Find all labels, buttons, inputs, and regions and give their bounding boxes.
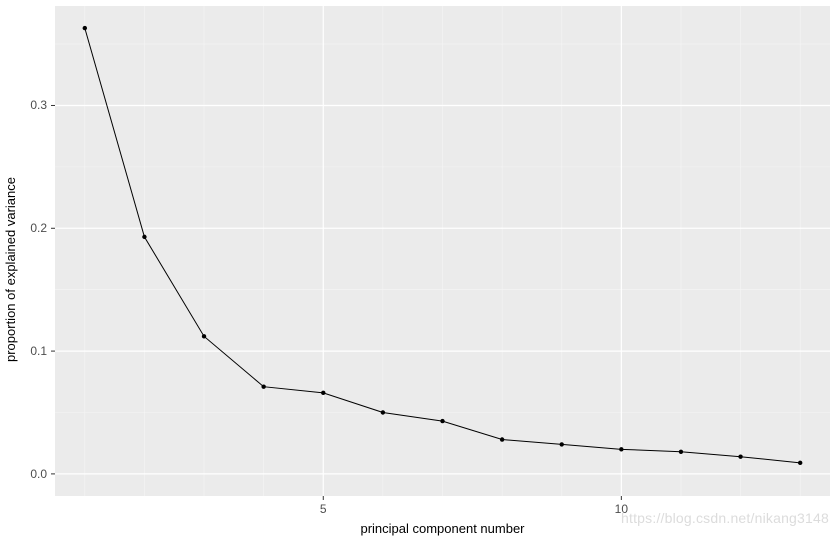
data-point bbox=[500, 437, 504, 441]
data-point bbox=[202, 334, 206, 338]
data-point bbox=[261, 385, 265, 389]
y-tick-label: 0.3 bbox=[23, 98, 47, 112]
y-tick-label: 0.0 bbox=[23, 467, 47, 481]
y-tick-label: 0.2 bbox=[23, 221, 47, 235]
data-point bbox=[619, 447, 623, 451]
data-point bbox=[679, 450, 683, 454]
data-point bbox=[83, 26, 87, 30]
data-point bbox=[798, 461, 802, 465]
data-point bbox=[738, 455, 742, 459]
x-axis-title-wrap: principal component number bbox=[55, 518, 830, 538]
scree-plot bbox=[0, 0, 835, 538]
data-point bbox=[381, 410, 385, 414]
data-point bbox=[142, 235, 146, 239]
chart-container: proportion of explained variance 0.00.10… bbox=[0, 0, 835, 538]
x-axis-title: principal component number bbox=[360, 521, 524, 536]
data-point bbox=[560, 442, 564, 446]
x-tick-label: 10 bbox=[611, 502, 631, 516]
data-point bbox=[440, 419, 444, 423]
y-tick-label: 0.1 bbox=[23, 344, 47, 358]
data-point bbox=[321, 391, 325, 395]
x-tick-label: 5 bbox=[313, 502, 333, 516]
